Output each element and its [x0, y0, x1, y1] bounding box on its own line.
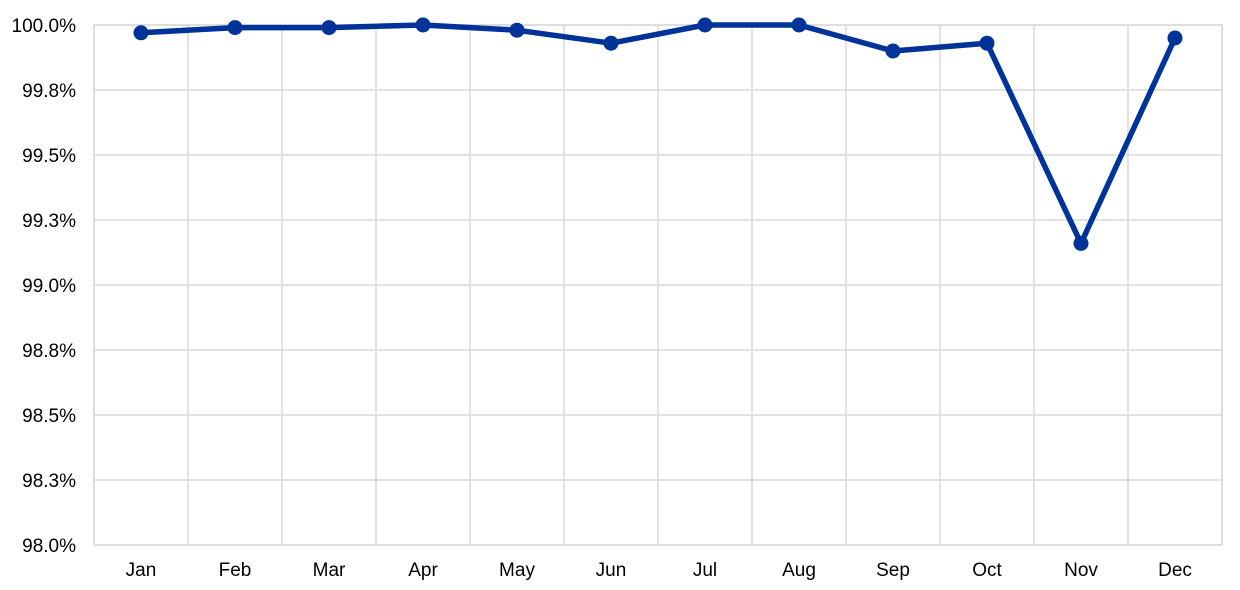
y-tick-label: 99.8% [22, 81, 76, 102]
data-point-marker [1167, 30, 1183, 46]
x-tick-label: Nov [1064, 560, 1098, 581]
x-tick-label: Aug [782, 560, 816, 581]
series-line [138, 22, 1178, 247]
x-tick-label: Jan [126, 560, 157, 581]
data-point-marker [885, 43, 901, 59]
data-point-marker [509, 22, 525, 38]
x-tick-label: Sep [876, 560, 910, 581]
plot-area-border [93, 24, 1223, 546]
data-point-marker [415, 17, 431, 33]
x-tick-label: Apr [408, 560, 438, 581]
y-tick-label: 99.0% [22, 276, 76, 297]
y-tick-label: 98.5% [22, 406, 76, 427]
x-tick-label: Jul [693, 560, 717, 581]
data-point-marker [603, 35, 619, 51]
x-tick-label: May [499, 560, 535, 581]
data-point-marker [697, 17, 713, 33]
data-point-marker [133, 25, 149, 41]
grid [93, 24, 1223, 546]
x-tick-label: Oct [972, 560, 1002, 581]
data-point-marker [227, 20, 243, 36]
data-point-marker [791, 17, 807, 33]
y-tick-label: 98.0% [22, 536, 76, 557]
x-axis-tick-labels: Jan Feb Mar Apr May Jun Jul Aug Sep Oct Nov Dec [126, 560, 1192, 581]
x-tick-label: Feb [219, 560, 252, 581]
y-tick-label: 98.8% [22, 341, 76, 362]
y-axis-tick-labels: 98.0% 98.3% 98.5% 98.8% 99.0% 99.3% 99.5% 99.8%… [12, 16, 77, 557]
y-tick-label: 99.5% [22, 146, 76, 167]
data-point-marker [321, 20, 337, 36]
x-tick-label: Mar [313, 560, 346, 581]
data-point-marker [979, 35, 995, 51]
y-tick-label: 98.3% [22, 471, 76, 492]
x-tick-label: Jun [596, 560, 627, 581]
data-point-marker [1073, 235, 1089, 251]
y-tick-label: 100.0% [12, 16, 77, 37]
x-tick-label: Dec [1158, 560, 1192, 581]
y-tick-label: 99.3% [22, 211, 76, 232]
series-layer [133, 17, 1183, 251]
